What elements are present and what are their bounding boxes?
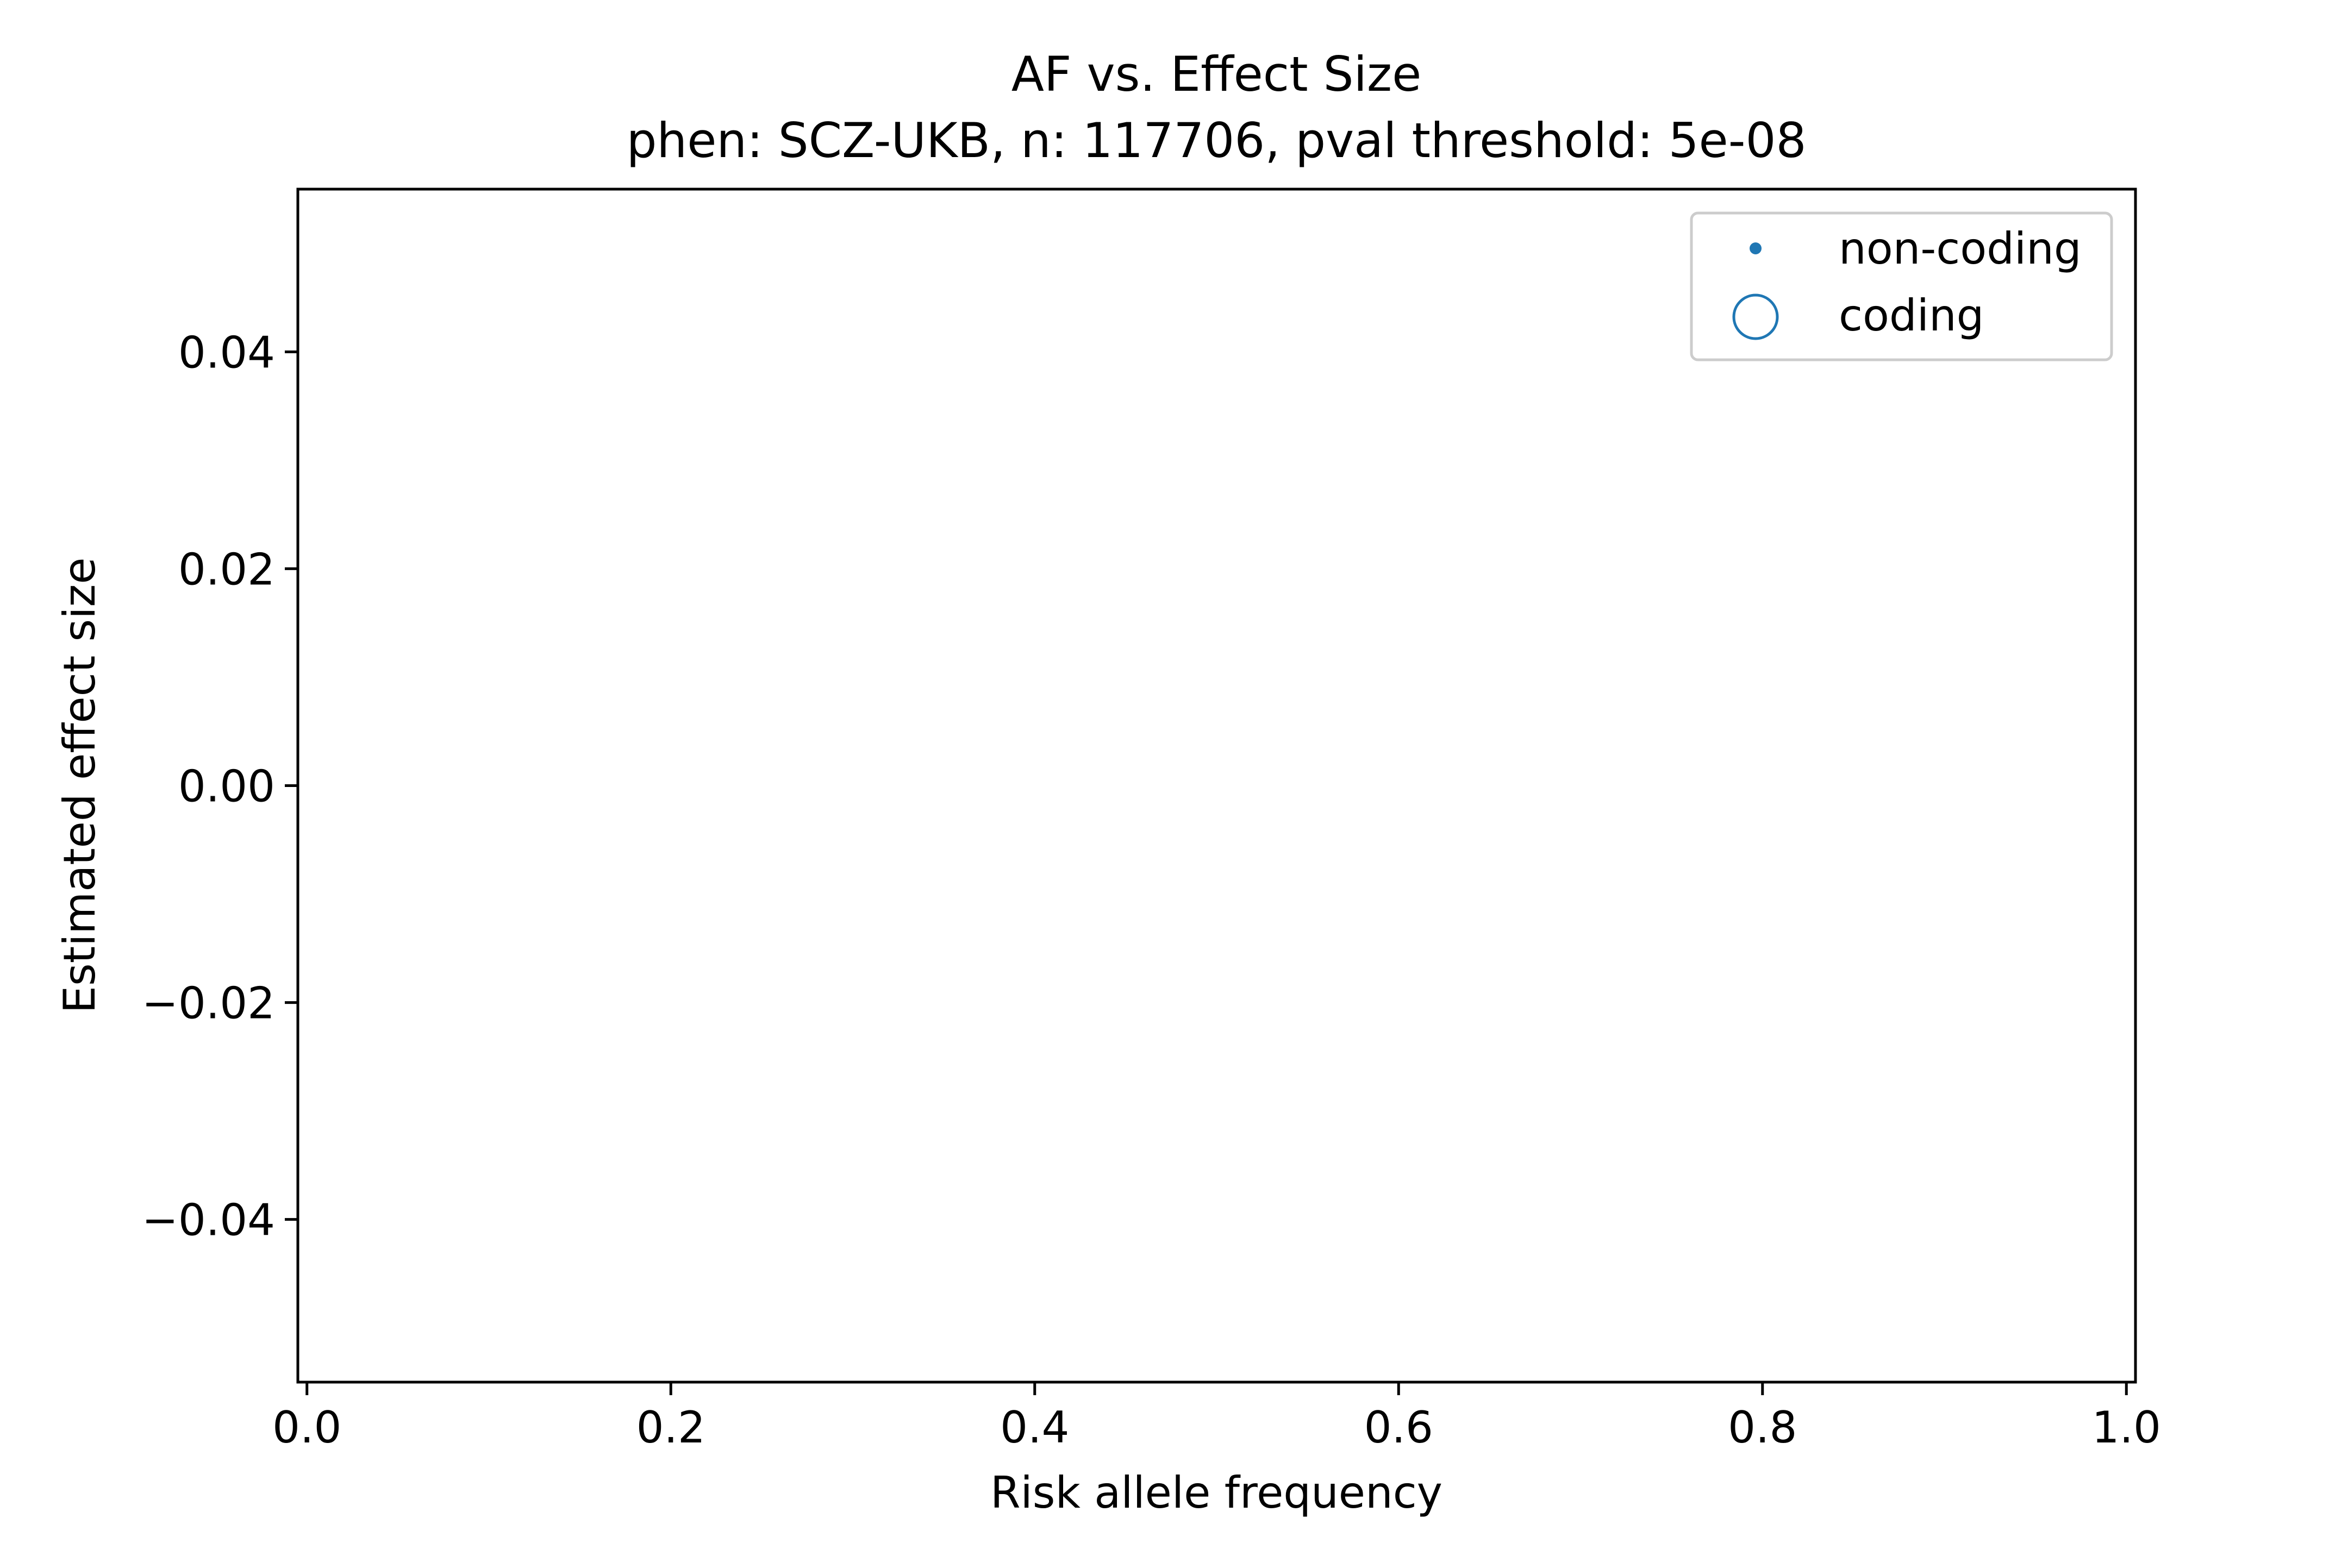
x-tick-label: 0.6 <box>1364 1402 1433 1453</box>
legend-coding-label: coding <box>1839 290 1984 341</box>
chart-title: AF vs. Effect Size <box>1011 46 1422 102</box>
legend-non-coding-label: non-coding <box>1839 223 2082 274</box>
x-tick-label: 0.2 <box>636 1402 705 1453</box>
x-tick-label: 0.4 <box>1000 1402 1069 1453</box>
legend-non-coding-marker <box>1750 242 1762 254</box>
x-tick-label: 1.0 <box>2092 1402 2161 1453</box>
y-tick-label: 0.04 <box>178 327 275 378</box>
y-tick-label: 0.00 <box>178 761 275 812</box>
y-axis-label: Estimated effect size <box>54 557 105 1013</box>
x-axis-label: Risk allele frequency <box>990 1467 1442 1518</box>
legend: non-coding coding <box>1691 213 2112 360</box>
x-tick-label: 0.0 <box>272 1402 341 1453</box>
y-tick-label: −0.04 <box>142 1195 275 1246</box>
x-tick-label: 0.8 <box>1728 1402 1797 1453</box>
y-tick-label: −0.02 <box>142 978 275 1029</box>
y-tick-label: 0.02 <box>178 544 275 595</box>
chart-subtitle: phen: SCZ-UKB, n: 117706, pval threshold… <box>627 113 1807 168</box>
